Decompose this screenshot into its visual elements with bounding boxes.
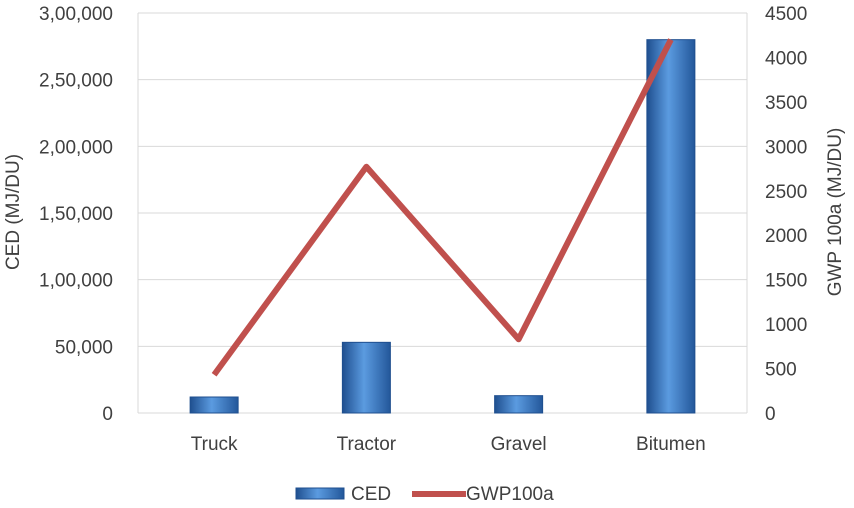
bar-ced-truck (189, 396, 239, 414)
right-axis-tick-labels: 0 500 1000 1500 2000 2500 3000 3500 4000 4500 (765, 4, 807, 425)
x-axis-tick-label: Truck (191, 434, 238, 455)
left-axis-tick-labels: 0 50,000 1,00,000 1,50,000 2,00,000 2,50,000 3… (39, 4, 113, 425)
right-axis-tick-label: 0 (765, 404, 776, 425)
right-axis-tick-label: 1000 (765, 315, 807, 336)
bar-ced-gravel (494, 395, 544, 414)
right-axis-tick-label: 3000 (765, 137, 807, 158)
right-axis-tick-label: 500 (765, 360, 797, 381)
bar-ced-tractor (341, 341, 391, 414)
x-axis-tick-labels: Truck Tractor Gravel Bitumen (191, 434, 706, 455)
x-axis-tick-label: Gravel (491, 434, 547, 455)
right-axis-title: GWP 100a (MJ/DU) (825, 128, 846, 297)
x-axis-tick-label: Bitumen (636, 434, 706, 455)
bar-ced-bitumen (646, 39, 696, 414)
legend-label-gwp100a: GWP100a (466, 484, 554, 505)
left-axis-tick-label: 1,50,000 (39, 204, 113, 225)
left-axis-tick-label: 2,00,000 (39, 137, 113, 158)
right-axis-tick-label: 2500 (765, 182, 807, 203)
x-axis-tick-label: Tractor (337, 434, 397, 455)
left-axis-tick-label: 2,50,000 (39, 71, 113, 92)
legend-swatch-ced (295, 487, 345, 500)
legend: CED GWP100a (295, 484, 554, 505)
right-axis-tick-label: 3500 (765, 93, 807, 114)
right-axis-tick-label: 1500 (765, 271, 807, 292)
left-axis-tick-label: 50,000 (55, 337, 113, 358)
gridlines (138, 12, 747, 414)
right-axis-tick-label: 2000 (765, 226, 807, 247)
plot-area (137, 13, 748, 413)
right-axis-tick-label: 4500 (765, 4, 807, 25)
legend-label-ced: CED (351, 484, 391, 505)
line-series-gwp100a (211, 38, 674, 377)
bar-series-ced (189, 39, 696, 414)
left-axis-title: CED (MJ/DU) (3, 154, 24, 270)
line-gwp100a (211, 38, 674, 377)
left-axis-tick-label: 0 (102, 404, 113, 425)
left-axis-tick-label: 3,00,000 (39, 4, 113, 25)
right-axis-tick-label: 4000 (765, 48, 807, 69)
left-axis-tick-label: 1,00,000 (39, 271, 113, 292)
